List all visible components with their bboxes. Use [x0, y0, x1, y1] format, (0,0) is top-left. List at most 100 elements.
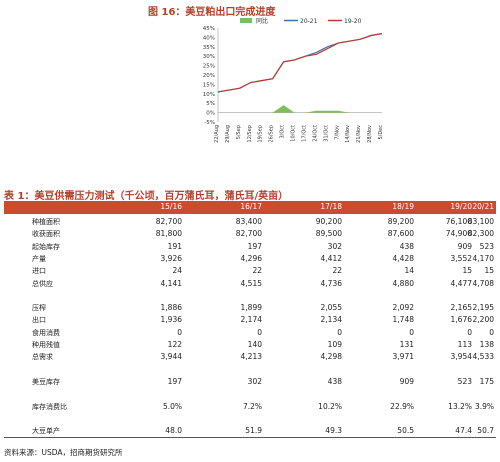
row-label: 出口 — [32, 316, 46, 325]
table-row: 总需求 3,944 4,213 4,298 3,971 3,954 4,533 — [4, 351, 496, 363]
table-row: 总供应 4,141 4,515 4,736 4,880 4,477 4,708 — [4, 278, 496, 290]
table-cell: 0 — [409, 327, 414, 337]
y-tick-label: 35% — [203, 45, 215, 51]
table-cell: 10.2% — [318, 401, 342, 411]
x-tick-label: 17/Oct — [301, 125, 307, 142]
table-cell: 2,174 — [240, 315, 262, 325]
table-cell: 81,800 — [155, 229, 182, 239]
x-tick-label: 5/Dec — [378, 125, 384, 140]
table-cell: 5.0% — [162, 401, 182, 411]
table-cell: 2,134 — [320, 315, 342, 325]
table-row: 食用消费 0 0 0 0 0 0 — [4, 327, 496, 339]
row-label: 进口 — [32, 267, 46, 276]
table-cell: 83,100 — [467, 217, 494, 226]
row-label: 库存消费比 — [32, 402, 67, 411]
table-cell: 83,400 — [235, 217, 262, 226]
table-row — [4, 364, 496, 376]
table-cell: 1,748 — [392, 315, 414, 325]
series-line-2 — [217, 33, 383, 93]
table-row — [4, 290, 496, 302]
legend-label-0: 同比 — [256, 17, 268, 25]
table-cell: 0 — [467, 327, 472, 337]
table-cell: 50.5 — [397, 426, 414, 436]
column-header: 20/21 — [472, 202, 494, 211]
table-cell: 2,165 — [450, 303, 472, 313]
table-cell: 113 — [457, 340, 472, 349]
table-row: 产量 3,926 4,296 4,412 4,428 3,552 4,170 — [4, 253, 496, 265]
table-cell: 82,700 — [235, 229, 262, 239]
table-cell: 191 — [167, 241, 182, 251]
table-header: 15/16 16/17 17/18 18/19 19/20 20/21 — [4, 201, 496, 214]
table-cell: 909 — [399, 376, 414, 386]
table-bottom-rule — [4, 437, 496, 439]
table-cell: 3,944 — [160, 352, 182, 362]
table-cell: 4,412 — [320, 253, 342, 263]
table-cell: 302 — [327, 241, 342, 251]
table-cell: 122 — [167, 340, 182, 349]
table-cell: 523 — [479, 241, 494, 251]
table-cell: 4,880 — [392, 278, 414, 288]
series-line-1 — [217, 33, 383, 93]
table-cell: 14 — [404, 266, 414, 276]
column-header: 18/19 — [392, 202, 414, 211]
table-cell: 76,100 — [445, 217, 472, 226]
table-cell: 2,200 — [472, 315, 494, 325]
table-cell: 87,600 — [387, 229, 414, 239]
x-tick-label: 29/Aug — [225, 125, 231, 143]
table-cell: 48.0 — [165, 426, 182, 436]
table-row: 种用残值 122 140 109 131 113 138 — [4, 339, 496, 351]
table-cell: 74,900 — [445, 229, 472, 239]
table-row: 库存消费比 5.0% 7.2% 10.2% 22.9% 13.2% 3.9% — [4, 401, 496, 413]
row-label: 起始库存 — [32, 242, 60, 251]
table-cell: 438 — [327, 376, 342, 386]
table-cell: 0 — [489, 327, 494, 337]
table-cell: 7.2% — [242, 401, 262, 411]
row-label: 产量 — [32, 254, 46, 263]
table-cell: 4,736 — [320, 278, 342, 288]
table-cell: 2,055 — [320, 303, 342, 313]
y-tick-label: 40% — [203, 35, 215, 41]
table-cell: 3,552 — [450, 253, 472, 263]
table-cell: 4,533 — [472, 352, 494, 362]
table-cell: 50.7 — [477, 426, 494, 436]
table-cell: 175 — [479, 376, 494, 386]
x-tick-label: 31/Oct — [323, 125, 329, 142]
x-tick-label: 7/Nov — [334, 125, 340, 140]
table-cell: 24 — [172, 266, 182, 276]
legend-label-1: 20-21 — [300, 18, 318, 25]
table-title: 表 1：美豆供需压力测试（千公顷，百万蒲氏耳，蒲氏耳/英亩） — [4, 191, 289, 202]
table-cell: 47.4 — [455, 426, 472, 436]
y-tick-label: 10% — [203, 92, 215, 98]
table-cell: 15 — [462, 266, 472, 276]
table-cell: 4,296 — [240, 253, 262, 263]
x-tick-label: 5/Sep — [236, 125, 242, 139]
table-cell: 4,708 — [472, 278, 494, 288]
table-cell: 109 — [327, 340, 342, 349]
x-tick-label: 3/Oct — [280, 125, 286, 139]
table-cell: 140 — [247, 340, 262, 349]
y-tick-label: 20% — [203, 73, 215, 79]
table-cell: 0 — [177, 327, 182, 337]
table-cell: 302 — [247, 376, 262, 386]
x-tick-label: 12/Sep — [247, 125, 253, 142]
table-row — [4, 388, 496, 400]
table-cell: 22.9% — [390, 401, 414, 411]
table-cell: 1,676 — [450, 315, 472, 325]
table-row: 美豆库存 197 302 438 909 523 175 — [4, 376, 496, 388]
table-cell: 0 — [257, 327, 262, 337]
row-label: 种植面积 — [32, 218, 60, 226]
table-cell: 4,141 — [160, 278, 182, 288]
table-cell: 4,515 — [240, 278, 262, 288]
table-cell: 13.2% — [448, 401, 472, 411]
y-tick-label: 30% — [203, 54, 215, 60]
y-tick-label: 15% — [203, 82, 215, 88]
source-note: 资料来源：USDA，招商期货研究所 — [4, 448, 123, 457]
row-label: 种用残值 — [32, 341, 60, 349]
table-cell: 4,170 — [472, 253, 494, 263]
x-tick-label: 26/Sep — [269, 125, 275, 142]
table-cell: 22 — [332, 266, 342, 276]
table-cell: 82,300 — [467, 229, 494, 239]
x-tick-label: 22/Aug — [214, 125, 220, 143]
table-cell: 2,195 — [472, 303, 494, 313]
table-row — [4, 413, 496, 425]
